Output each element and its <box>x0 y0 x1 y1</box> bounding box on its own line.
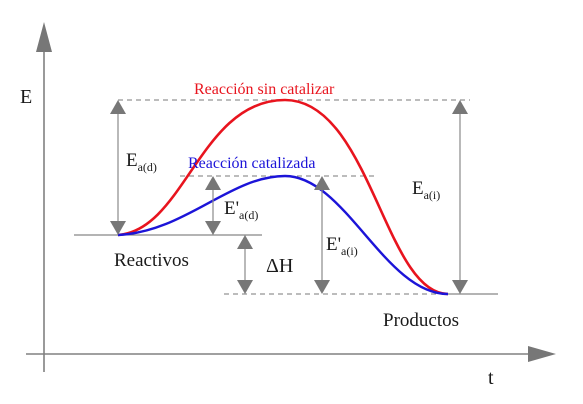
catalyzed-curve <box>117 174 449 296</box>
reactants-label: Reactivos <box>114 250 189 271</box>
delta-h-arrow <box>237 235 253 294</box>
uncatalyzed-curve-label: Reacción sin catalizar <box>194 81 335 98</box>
ea-i-cat-label: E'a(i) <box>326 234 358 258</box>
ea-i-label: Ea(i) <box>412 178 440 202</box>
x-axis <box>26 346 556 362</box>
products-label: Productos <box>383 310 459 331</box>
ea-d-cat-label: E'a(d) <box>224 198 258 222</box>
ea-d-cat-arrow <box>205 176 221 235</box>
catalyzed-curve-label: Reacción catalizada <box>188 155 315 172</box>
uncatalyzed-curve <box>117 98 449 296</box>
y-axis-label: E <box>20 86 32 108</box>
delta-h-label: ΔH <box>266 255 293 277</box>
y-axis <box>36 22 52 372</box>
ea-i-arrow <box>452 100 468 294</box>
ea-d-arrow <box>110 100 126 235</box>
ea-d-label: Ea(d) <box>126 150 157 174</box>
x-axis-label: t <box>488 367 494 389</box>
ea-i-cat-arrow <box>314 176 330 294</box>
